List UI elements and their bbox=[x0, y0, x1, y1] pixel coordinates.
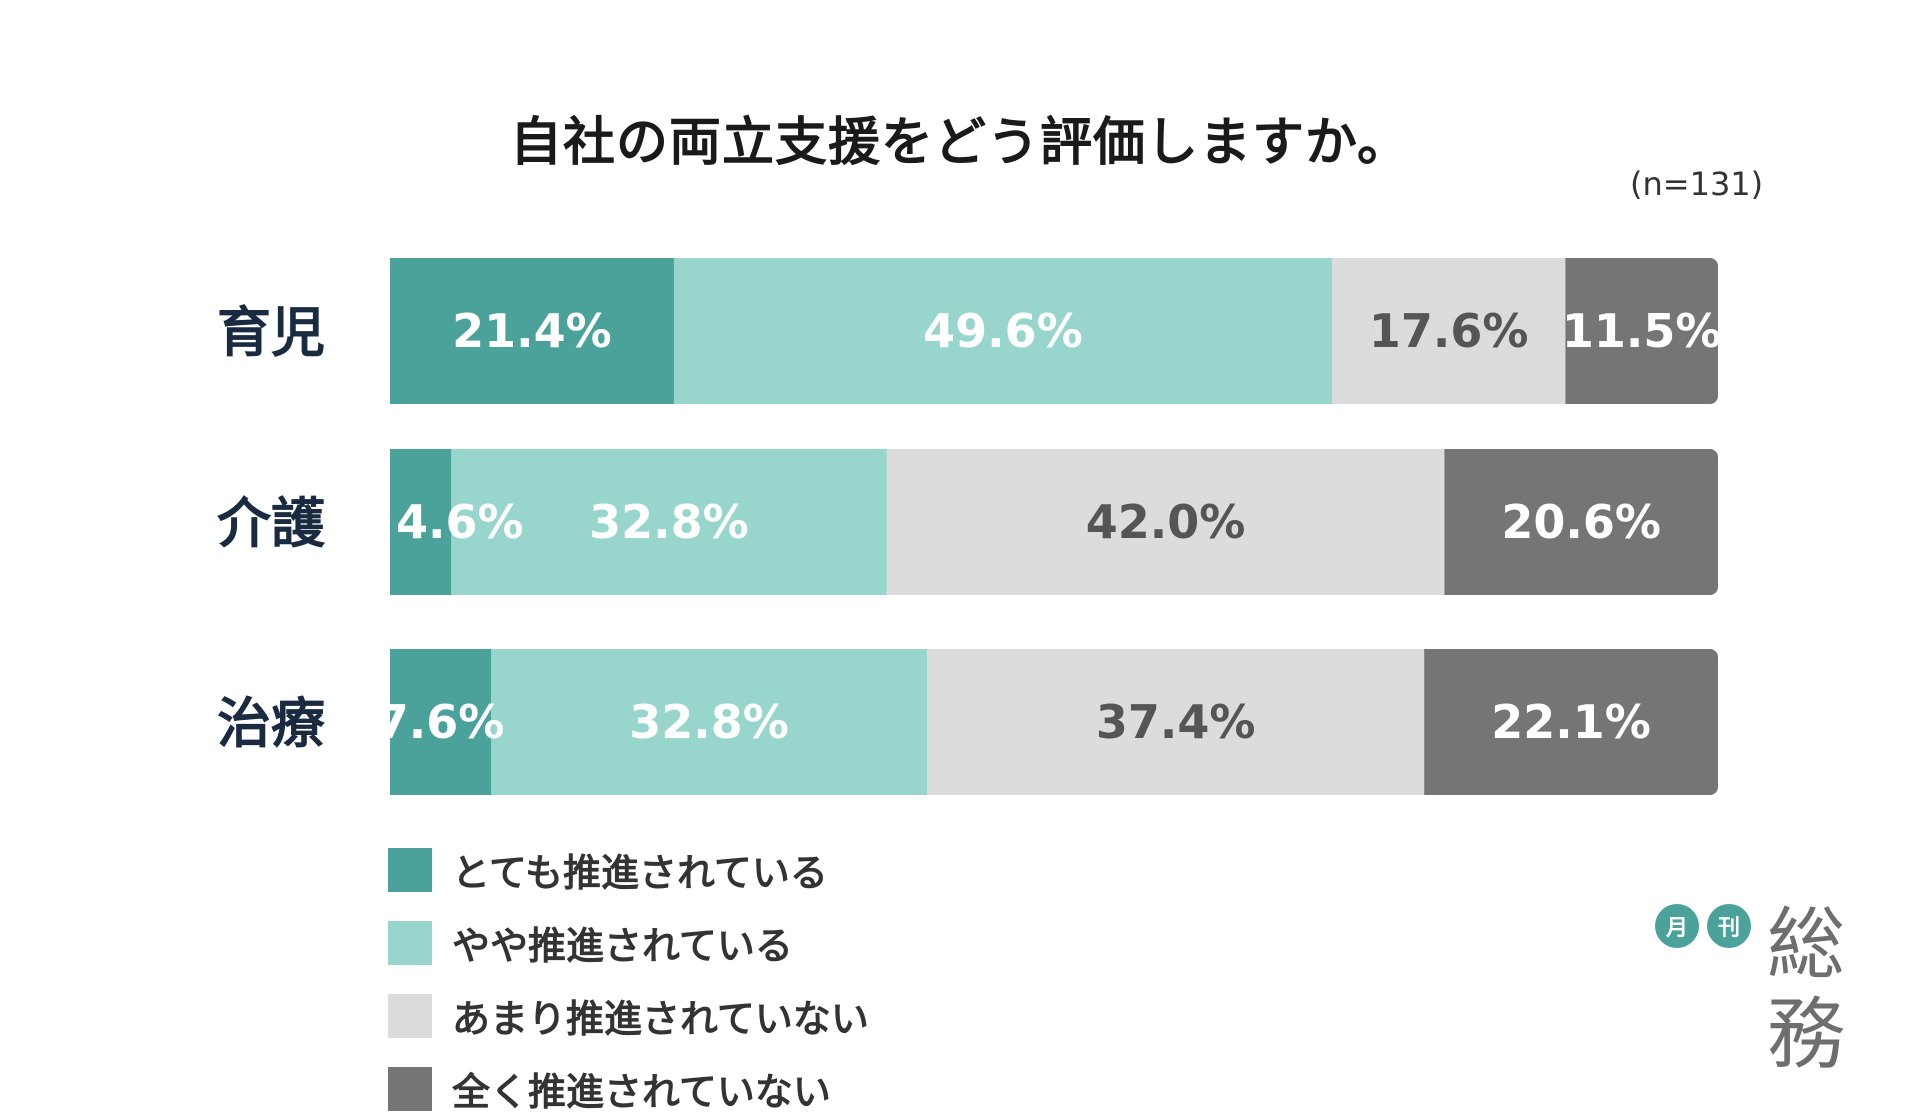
value-label-nursing-not-much: 42.0% bbox=[1086, 495, 1246, 549]
value-label-nursing-very: 4.6% bbox=[396, 495, 524, 549]
legend-item-very: とても推進されている bbox=[388, 842, 933, 897]
legend-swatch-very bbox=[388, 847, 432, 892]
segment-treatment-not-much bbox=[927, 649, 1425, 795]
value-label-treatment-not-much: 37.4% bbox=[1096, 695, 1256, 749]
logo-name: 総務 bbox=[1767, 900, 1846, 1080]
legend-item-somewhat: やや推進されている bbox=[388, 915, 933, 970]
segment-nursing-very bbox=[390, 449, 452, 595]
bar-childcare: 21.4% 49.6% 17.6% 11.5% 育児 bbox=[217, 258, 1722, 404]
category-label-treatment: 治療 bbox=[217, 692, 325, 755]
bar-left-edge-treatment bbox=[390, 649, 400, 795]
segment-childcare-somewhat bbox=[673, 258, 1333, 404]
segment-nursing-not-at-all bbox=[1444, 449, 1718, 595]
value-label-treatment-somewhat: 32.8% bbox=[629, 695, 789, 749]
stacked-bar-chart: 21.4% 49.6% 17.6% 11.5% 育児 4.6% 32.8% 42.0% 20.6… bbox=[217, 258, 1722, 795]
legend-swatch-somewhat bbox=[388, 920, 432, 965]
value-label-nursing-somewhat: 32.8% bbox=[589, 495, 749, 549]
value-label-childcare-somewhat: 49.6% bbox=[923, 304, 1083, 358]
bar-treatment: 7.6% 32.8% 37.4% 22.1% 治療 bbox=[217, 649, 1718, 795]
bar-nursing: 4.6% 32.8% 42.0% 20.6% 介護 bbox=[217, 449, 1718, 595]
segment-childcare-very bbox=[390, 258, 675, 404]
legend-label-not-much: あまり推進されていない bbox=[452, 997, 869, 1041]
legend-swatch-not-at-all bbox=[388, 1066, 432, 1111]
bar-left-edge-nursing bbox=[390, 449, 400, 595]
legend-swatch-not-much bbox=[388, 993, 432, 1038]
value-label-treatment-very: 7.6% bbox=[377, 695, 505, 749]
segment-nursing-not-much bbox=[886, 449, 1445, 595]
value-label-childcare-not-at-all: 11.5% bbox=[1562, 304, 1722, 358]
segment-treatment-not-at-all bbox=[1424, 649, 1718, 795]
value-label-treatment-not-at-all: 22.1% bbox=[1491, 695, 1651, 749]
logo-circle-kan: 刊 bbox=[1707, 904, 1751, 948]
value-label-childcare-very: 21.4% bbox=[452, 304, 612, 358]
category-label-nursing: 介護 bbox=[217, 492, 326, 555]
value-label-nursing-not-at-all: 20.6% bbox=[1501, 495, 1661, 549]
segment-treatment-somewhat bbox=[491, 649, 928, 795]
segment-nursing-somewhat bbox=[451, 449, 888, 595]
bar-left-edge-childcare bbox=[390, 258, 400, 404]
legend: とても推進されている やや推進されている あまり推進されていない 全く推進されて… bbox=[388, 842, 1448, 1116]
segment-childcare-not-much bbox=[1331, 258, 1566, 404]
gekkan-somu-logo: 月 刊 総務 bbox=[1655, 900, 1895, 1080]
legend-label-very: とても推進されている bbox=[452, 851, 828, 895]
category-label-childcare: 育児 bbox=[217, 301, 325, 364]
legend-label-not-at-all: 全く推進されていない bbox=[452, 1070, 831, 1114]
logo-circle-tsuki: 月 bbox=[1655, 904, 1699, 948]
segment-treatment-very bbox=[390, 649, 492, 795]
legend-label-somewhat: やや推進されている bbox=[452, 924, 793, 968]
segment-childcare-not-at-all bbox=[1565, 258, 1718, 404]
chart-title: 自社の両立支援をどう評価しますか。 bbox=[510, 113, 1410, 173]
value-label-childcare-not-much: 17.6% bbox=[1369, 304, 1529, 358]
legend-item-not-much: あまり推進されていない bbox=[388, 988, 933, 1043]
sample-size: (n=131) bbox=[1630, 165, 1764, 203]
legend-item-not-at-all: 全く推進されていない bbox=[388, 1061, 933, 1116]
